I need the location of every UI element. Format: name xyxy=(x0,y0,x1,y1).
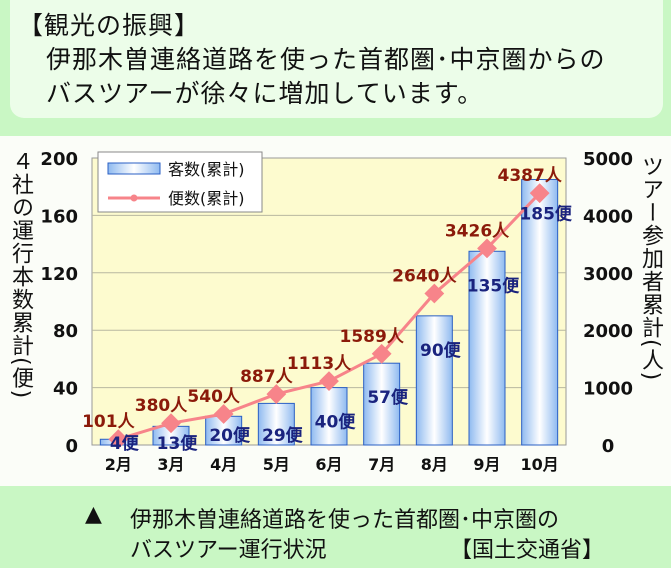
bar xyxy=(521,179,559,446)
line-point xyxy=(319,371,339,392)
bar xyxy=(310,387,348,446)
left-tick-label: 120 xyxy=(40,264,78,285)
left-tick-label: 80 xyxy=(53,321,78,342)
line-point xyxy=(108,429,129,450)
legend-box xyxy=(97,151,263,213)
line-point xyxy=(371,343,392,364)
left-tick-label: 160 xyxy=(40,206,78,227)
x-tick-label: 3月 xyxy=(157,455,184,474)
x-tick-label: 6月 xyxy=(315,455,342,474)
left-tick-label: 0 xyxy=(65,436,78,457)
line-point xyxy=(477,238,497,259)
bar-value-label: 4便 xyxy=(110,433,140,454)
bar-value-label: 13便 xyxy=(157,433,199,454)
line-value-label: 4387人 xyxy=(498,166,563,186)
section-title: 【観光の振興】 xyxy=(18,11,201,40)
right-tick-label: 2000 xyxy=(583,321,633,342)
legend-bar-label: 客数(累計) xyxy=(168,160,245,179)
bar-value-label: 40便 xyxy=(315,412,357,433)
x-tick-label: 4月 xyxy=(210,455,237,474)
x-tick-label: 7月 xyxy=(368,455,395,474)
bar xyxy=(468,250,506,446)
bar-value-label: 185便 xyxy=(519,204,572,225)
bar xyxy=(415,315,453,446)
line-point xyxy=(213,404,234,424)
bar xyxy=(257,402,295,446)
legend-bar-swatch xyxy=(107,162,161,175)
bar-value-label: 29便 xyxy=(262,425,304,446)
caption-marker: ▲ xyxy=(85,502,102,527)
x-tick-label: 10月 xyxy=(521,455,559,474)
legend-line-marker xyxy=(130,194,138,202)
bar-value-label: 20便 xyxy=(209,425,251,446)
line-value-label: 1113人 xyxy=(287,354,352,374)
header-box: 【観光の振興】 伊那木曽連絡道路を使った首都圏･中京圏からの バスツアーが徐々に… xyxy=(10,0,663,118)
header-line-2: バスツアーが徐々に増加しています。 xyxy=(46,79,484,108)
right-tick-label: 0 xyxy=(602,436,615,457)
caption-source: 【国土交通省】 xyxy=(450,538,605,563)
legend-line-label: 便数(累計) xyxy=(168,189,245,208)
line-point xyxy=(266,384,287,404)
x-tick-label: 8月 xyxy=(421,455,448,474)
right-tick-label: 5000 xyxy=(583,149,633,170)
x-tick-label: 5月 xyxy=(263,455,290,474)
left-tick-label: 40 xyxy=(53,379,78,400)
x-tick-label: 2月 xyxy=(105,455,132,474)
line-value-label: 101人 xyxy=(82,412,135,432)
right-tick-label: 4000 xyxy=(583,206,633,227)
right-tick-label: 1000 xyxy=(583,379,633,400)
caption-line-2: バスツアー運行状況 xyxy=(130,538,327,563)
right-axis-label: ツアー参加者累計(人) xyxy=(638,155,663,382)
line-point xyxy=(161,413,181,434)
bar-value-label: 90便 xyxy=(420,340,462,361)
left-axis-label: ４社の運行本数累計(便) xyxy=(8,150,33,400)
bar-value-label: 135便 xyxy=(467,275,520,296)
line-point xyxy=(424,283,445,304)
line-value-label: 2640人 xyxy=(392,266,457,286)
line-value-label: 3426人 xyxy=(445,221,510,241)
caption-line-1: 伊那木曽連絡道路を使った首都圏･中京圏の xyxy=(130,508,560,533)
line-value-label: 380人 xyxy=(135,396,188,416)
bar-value-label: 57便 xyxy=(367,387,409,408)
line-value-label: 887人 xyxy=(240,367,293,387)
line-value-label: 540人 xyxy=(187,387,240,407)
header-line-1: 伊那木曽連絡道路を使った首都圏･中京圏からの xyxy=(46,45,606,74)
line-value-label: 1589人 xyxy=(340,327,405,347)
left-tick-label: 200 xyxy=(40,149,78,170)
right-tick-label: 3000 xyxy=(583,264,633,285)
x-tick-label: 9月 xyxy=(473,455,500,474)
